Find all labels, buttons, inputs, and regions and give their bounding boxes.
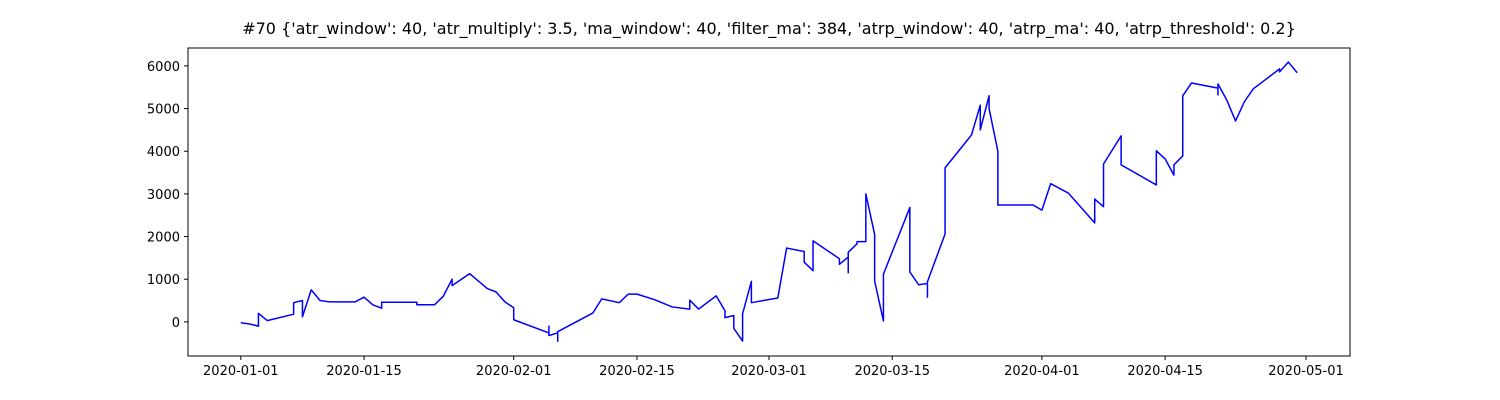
chart-title: #70 {'atr_window': 40, 'atr_multiply': 3… (242, 19, 1296, 39)
x-tick-label: 2020-03-01 (731, 364, 807, 379)
y-tick-label: 0 (172, 316, 180, 331)
x-tick-label: 2020-04-15 (1127, 364, 1203, 379)
x-tick-label: 2020-01-01 (203, 364, 279, 379)
x-tick-label: 2020-02-15 (599, 364, 675, 379)
x-tick-label: 2020-02-01 (476, 364, 552, 379)
x-tick-label: 2020-01-15 (326, 364, 402, 379)
x-tick-label: 2020-03-15 (854, 364, 930, 379)
y-tick-label: 4000 (147, 145, 180, 160)
y-tick-label: 2000 (147, 231, 180, 246)
y-tick-label: 3000 (147, 188, 180, 203)
y-tick-label: 6000 (147, 60, 180, 75)
plot-frame (187, 47, 1351, 357)
y-tick-label: 1000 (147, 273, 180, 288)
x-tick-label: 2020-04-01 (1004, 364, 1080, 379)
data-line (240, 61, 1298, 342)
y-tick-label: 5000 (147, 103, 180, 118)
x-tick-label: 2020-05-01 (1268, 364, 1344, 379)
